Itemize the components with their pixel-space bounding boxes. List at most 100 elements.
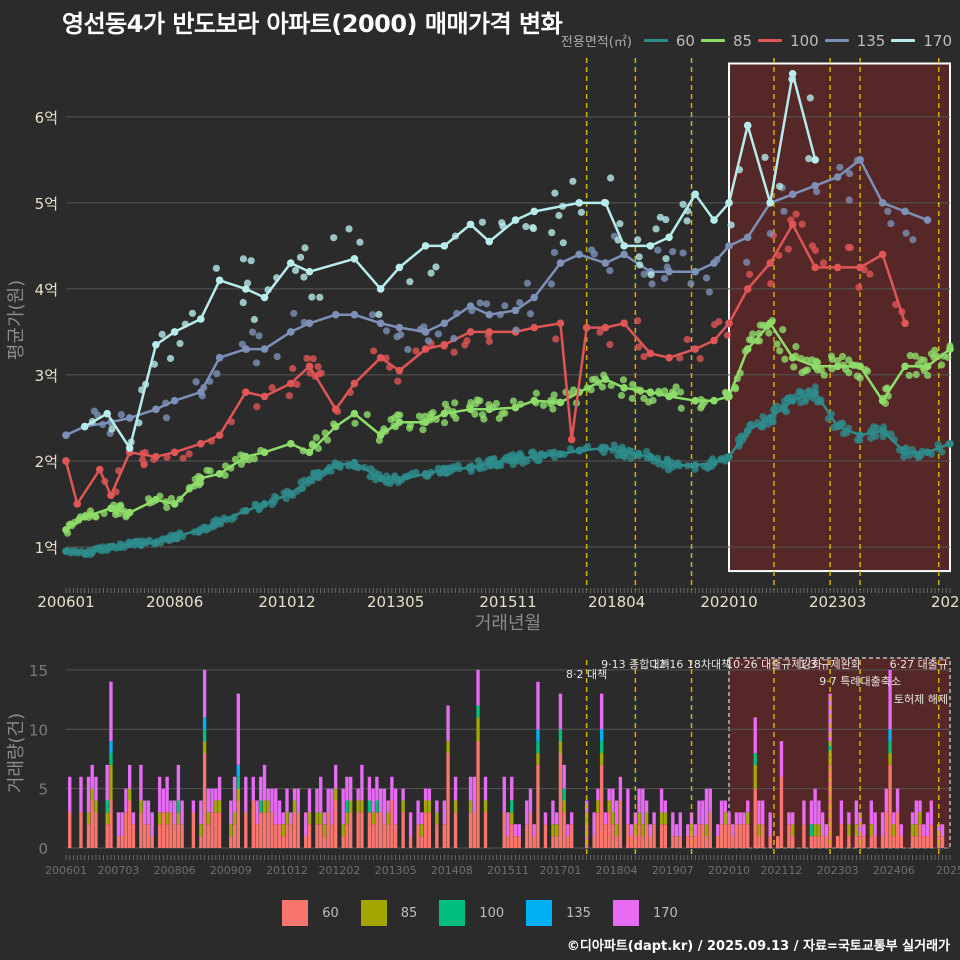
volume-legend-item-170: 170: [612, 900, 678, 926]
scatter-point-100: [596, 328, 604, 336]
volume-bar-60: [543, 824, 548, 848]
series-point-85: [197, 474, 205, 482]
volume-bar-60: [232, 824, 237, 848]
series-point-170: [440, 242, 449, 250]
volume-bar-135: [109, 741, 113, 753]
volume-bar-170: [330, 788, 334, 825]
volume-bar-135: [202, 717, 207, 730]
scatter-point-100: [293, 380, 301, 389]
volume-bar-100: [599, 741, 604, 753]
scatter-point-100: [723, 331, 732, 339]
volume-bar-60: [641, 836, 645, 848]
volume-bar-170: [266, 788, 270, 801]
line-legend: 전용면적(㎡) 60 85 100 135 170: [561, 31, 952, 51]
series-point-100: [556, 319, 565, 328]
scatter-point-85: [781, 355, 789, 363]
scatter-point-135: [669, 248, 677, 256]
scatter-point-135: [450, 334, 458, 343]
series-point-100: [582, 323, 591, 332]
volume-bar-170: [172, 800, 177, 825]
series-point-60: [197, 525, 205, 534]
series-point-100: [620, 319, 628, 328]
volume-bar-60: [420, 836, 424, 848]
series-point-100: [530, 323, 539, 332]
scatter-point-85: [853, 372, 861, 380]
series-point-170: [350, 254, 359, 263]
volume-bar-60: [360, 812, 364, 848]
volume-bar-60: [584, 824, 589, 848]
series-point-85: [946, 345, 954, 353]
volume-bar-170: [716, 824, 720, 837]
series-point-85: [556, 398, 565, 407]
series-point-60: [725, 452, 733, 461]
scatter-point-85: [619, 376, 628, 384]
volume-x-tick-label: 202010: [708, 864, 750, 877]
volume-bar-60: [551, 836, 555, 848]
volume-bar-60: [401, 812, 405, 848]
scatter-point-170: [805, 155, 813, 163]
volume-bar-60: [731, 836, 735, 848]
series-point-170: [665, 233, 673, 242]
scatter-point-85: [419, 426, 427, 434]
series-point-85: [530, 396, 539, 405]
volume-bar-60: [817, 836, 821, 848]
scatter-point-100: [784, 245, 792, 253]
volume-bar-100: [809, 824, 814, 837]
series-point-85: [331, 422, 340, 431]
volume-bar-170: [704, 788, 709, 825]
series-point-85: [376, 431, 385, 439]
volume-bar-60: [453, 812, 458, 848]
volume-bar-60: [790, 836, 795, 848]
volume-bar-170: [937, 824, 941, 837]
scatter-point-170: [188, 309, 197, 317]
scatter-point-100: [634, 317, 642, 325]
volume-bar-100: [345, 800, 349, 813]
scatter-point-170: [239, 255, 248, 263]
scatter-point-100: [767, 280, 775, 288]
series-point-135: [485, 310, 494, 319]
volume-bar-170: [442, 800, 447, 825]
volume-bar-170: [127, 764, 132, 789]
volume-y-tick-label: 10: [29, 721, 48, 739]
volume-bar-60: [592, 836, 596, 848]
volume-bar-60: [375, 812, 379, 848]
legend-item-60: 60: [643, 32, 695, 50]
source-credit: ©디아파트(dapt.kr) / 2025.09.13 / 자료=국토교통부 실…: [566, 939, 950, 954]
series-point-85: [485, 405, 494, 414]
scatter-point-170: [636, 261, 644, 269]
series-point-135: [923, 216, 932, 224]
scatter-point-170: [296, 253, 305, 261]
scatter-point-100: [552, 335, 560, 343]
scatter-point-135: [606, 267, 614, 275]
scatter-point-100: [317, 369, 325, 377]
volume-bar-170: [401, 788, 405, 801]
scatter-point-60: [869, 423, 878, 431]
volume-legend-item-60: 60: [282, 900, 339, 926]
scatter-point-135: [273, 352, 281, 361]
volume-bar-100: [753, 753, 757, 765]
volume-bar-170: [176, 764, 181, 801]
scatter-point-85: [906, 351, 914, 360]
scatter-point-135: [213, 370, 221, 378]
volume-bar-170: [236, 693, 240, 765]
series-point-85: [511, 403, 520, 412]
volume-bar-60: [446, 753, 450, 848]
volume-bar-170: [105, 764, 109, 801]
volume-bar-60: [341, 836, 345, 848]
volume-bar-170: [124, 788, 128, 813]
scatter-point-170: [356, 238, 364, 246]
volume-bar-85: [817, 824, 821, 837]
series-point-85: [856, 362, 864, 371]
volume-bar-60: [757, 836, 761, 848]
volume-bar-60: [210, 812, 214, 848]
volume-bar-170: [734, 812, 739, 825]
volume-bar-170: [446, 705, 450, 742]
series-point-170: [811, 156, 819, 164]
x-tick-label: 200601: [37, 593, 94, 611]
volume-bar-170: [270, 788, 274, 813]
series-point-100: [788, 220, 797, 229]
scatter-point-85: [440, 419, 449, 427]
scatter-point-135: [902, 229, 910, 237]
volume-x-tick-label: 2025: [936, 864, 960, 877]
volume-bar-60: [719, 824, 724, 848]
